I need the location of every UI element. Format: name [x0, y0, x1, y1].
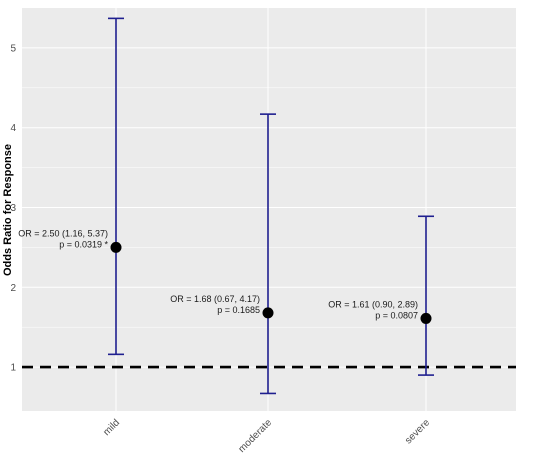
- point-layer: [110, 241, 432, 324]
- y-tick-label: 3: [10, 203, 16, 214]
- x-tick-label-moderate: moderate: [236, 417, 274, 455]
- x-tick-label-severe: severe: [403, 417, 432, 446]
- y-tick-label: 4: [10, 123, 16, 134]
- or-annotation: OR = 2.50 (1.16, 5.37): [18, 228, 108, 238]
- y-tick-label: 5: [10, 43, 16, 54]
- x-tick-label-mild: mild: [101, 417, 122, 438]
- or-annotation: OR = 1.68 (0.67, 4.17): [170, 294, 260, 304]
- x-tick-labels: mild moderate severe: [101, 417, 432, 455]
- p-annotation: p = 0.0807: [375, 310, 418, 320]
- y-tick-label: 1: [10, 363, 16, 374]
- or-annotation: OR = 1.61 (0.90, 2.89): [328, 299, 418, 309]
- point-mild: [110, 241, 122, 253]
- p-annotation: p = 0.1685: [217, 305, 260, 315]
- y-tick-labels: 1 2 3 4 5: [10, 43, 16, 373]
- point-severe: [420, 312, 432, 324]
- point-moderate: [262, 307, 274, 319]
- y-axis-title: Odds Ratio for Response: [2, 144, 14, 276]
- y-tick-label: 2: [10, 283, 16, 294]
- p-annotation: p = 0.0319 *: [59, 239, 108, 249]
- annotation-layer: OR = 2.50 (1.16, 5.37)p = 0.0319 * OR = 1…: [18, 228, 418, 320]
- errorbar-layer: [108, 17, 434, 395]
- plot-panel: [22, 8, 516, 411]
